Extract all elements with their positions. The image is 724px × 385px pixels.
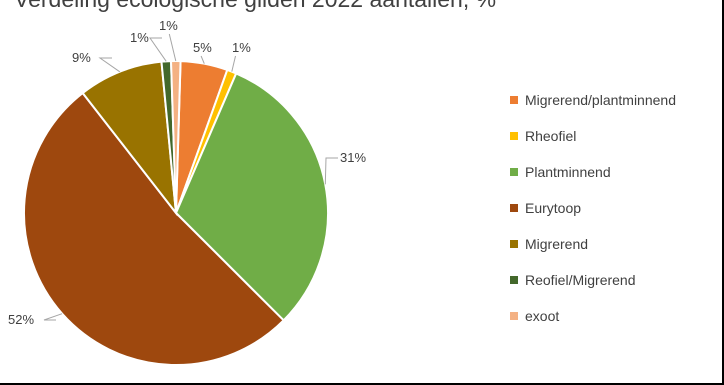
legend-label: exoot: [525, 308, 560, 324]
legend-swatch: [510, 204, 518, 212]
legend-label: Migrerend/plantminnend: [525, 92, 676, 108]
legend-item: Migrerend/plantminnend: [510, 92, 676, 128]
data-label: 52%: [8, 312, 34, 327]
data-label: 5%: [193, 40, 212, 55]
leader-line: [98, 57, 121, 73]
leader-line: [149, 37, 167, 62]
legend-item: Reofiel/Migrerend: [510, 272, 676, 308]
legend-swatch: [510, 276, 518, 284]
pie-slice-eurytoop: [23, 91, 286, 367]
legend-label: Eurytoop: [525, 200, 582, 216]
leader-line: [200, 55, 205, 64]
data-label: 1%: [232, 40, 251, 55]
legend-swatch: [510, 132, 518, 140]
legend-label: Plantminnend: [525, 164, 611, 180]
legend-label: Migrerend: [525, 236, 589, 252]
legend-label: Reofiel/Migrerend: [525, 272, 636, 288]
legend-label: Rheofiel: [525, 128, 577, 144]
legend-item: Rheofiel: [510, 128, 676, 164]
pie-slice-plantminnend: [174, 72, 329, 322]
leader-line: [324, 157, 338, 185]
data-label: 9%: [72, 50, 91, 65]
legend-item: Migrerend: [510, 236, 676, 272]
leader-line: [168, 33, 177, 62]
leader-line: [231, 55, 236, 72]
data-label: 1%: [159, 18, 178, 33]
legend-swatch: [510, 312, 518, 320]
legend-item: Eurytoop: [510, 200, 676, 236]
data-label: 31%: [340, 150, 366, 165]
data-label: 1%: [130, 30, 149, 45]
pie-slice-migrerend: [81, 60, 178, 217]
legend-swatch: [510, 240, 518, 248]
legend-swatch: [510, 168, 518, 176]
legend-swatch: [510, 96, 518, 104]
legend: Migrerend/plantminnend Rheofiel Plantminne…: [510, 92, 676, 344]
leader-line: [43, 313, 63, 321]
legend-item: Plantminnend: [510, 164, 676, 200]
chart-title: Verdeling ecologische gilden 2022 aantal…: [14, 0, 496, 13]
legend-item: exoot: [510, 308, 676, 344]
